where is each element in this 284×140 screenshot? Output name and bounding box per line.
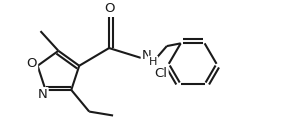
Text: N: N xyxy=(38,88,47,101)
Text: O: O xyxy=(26,57,37,70)
Text: N: N xyxy=(142,49,152,62)
Text: O: O xyxy=(104,2,114,15)
Text: H: H xyxy=(149,57,157,67)
Text: Cl: Cl xyxy=(154,67,167,80)
